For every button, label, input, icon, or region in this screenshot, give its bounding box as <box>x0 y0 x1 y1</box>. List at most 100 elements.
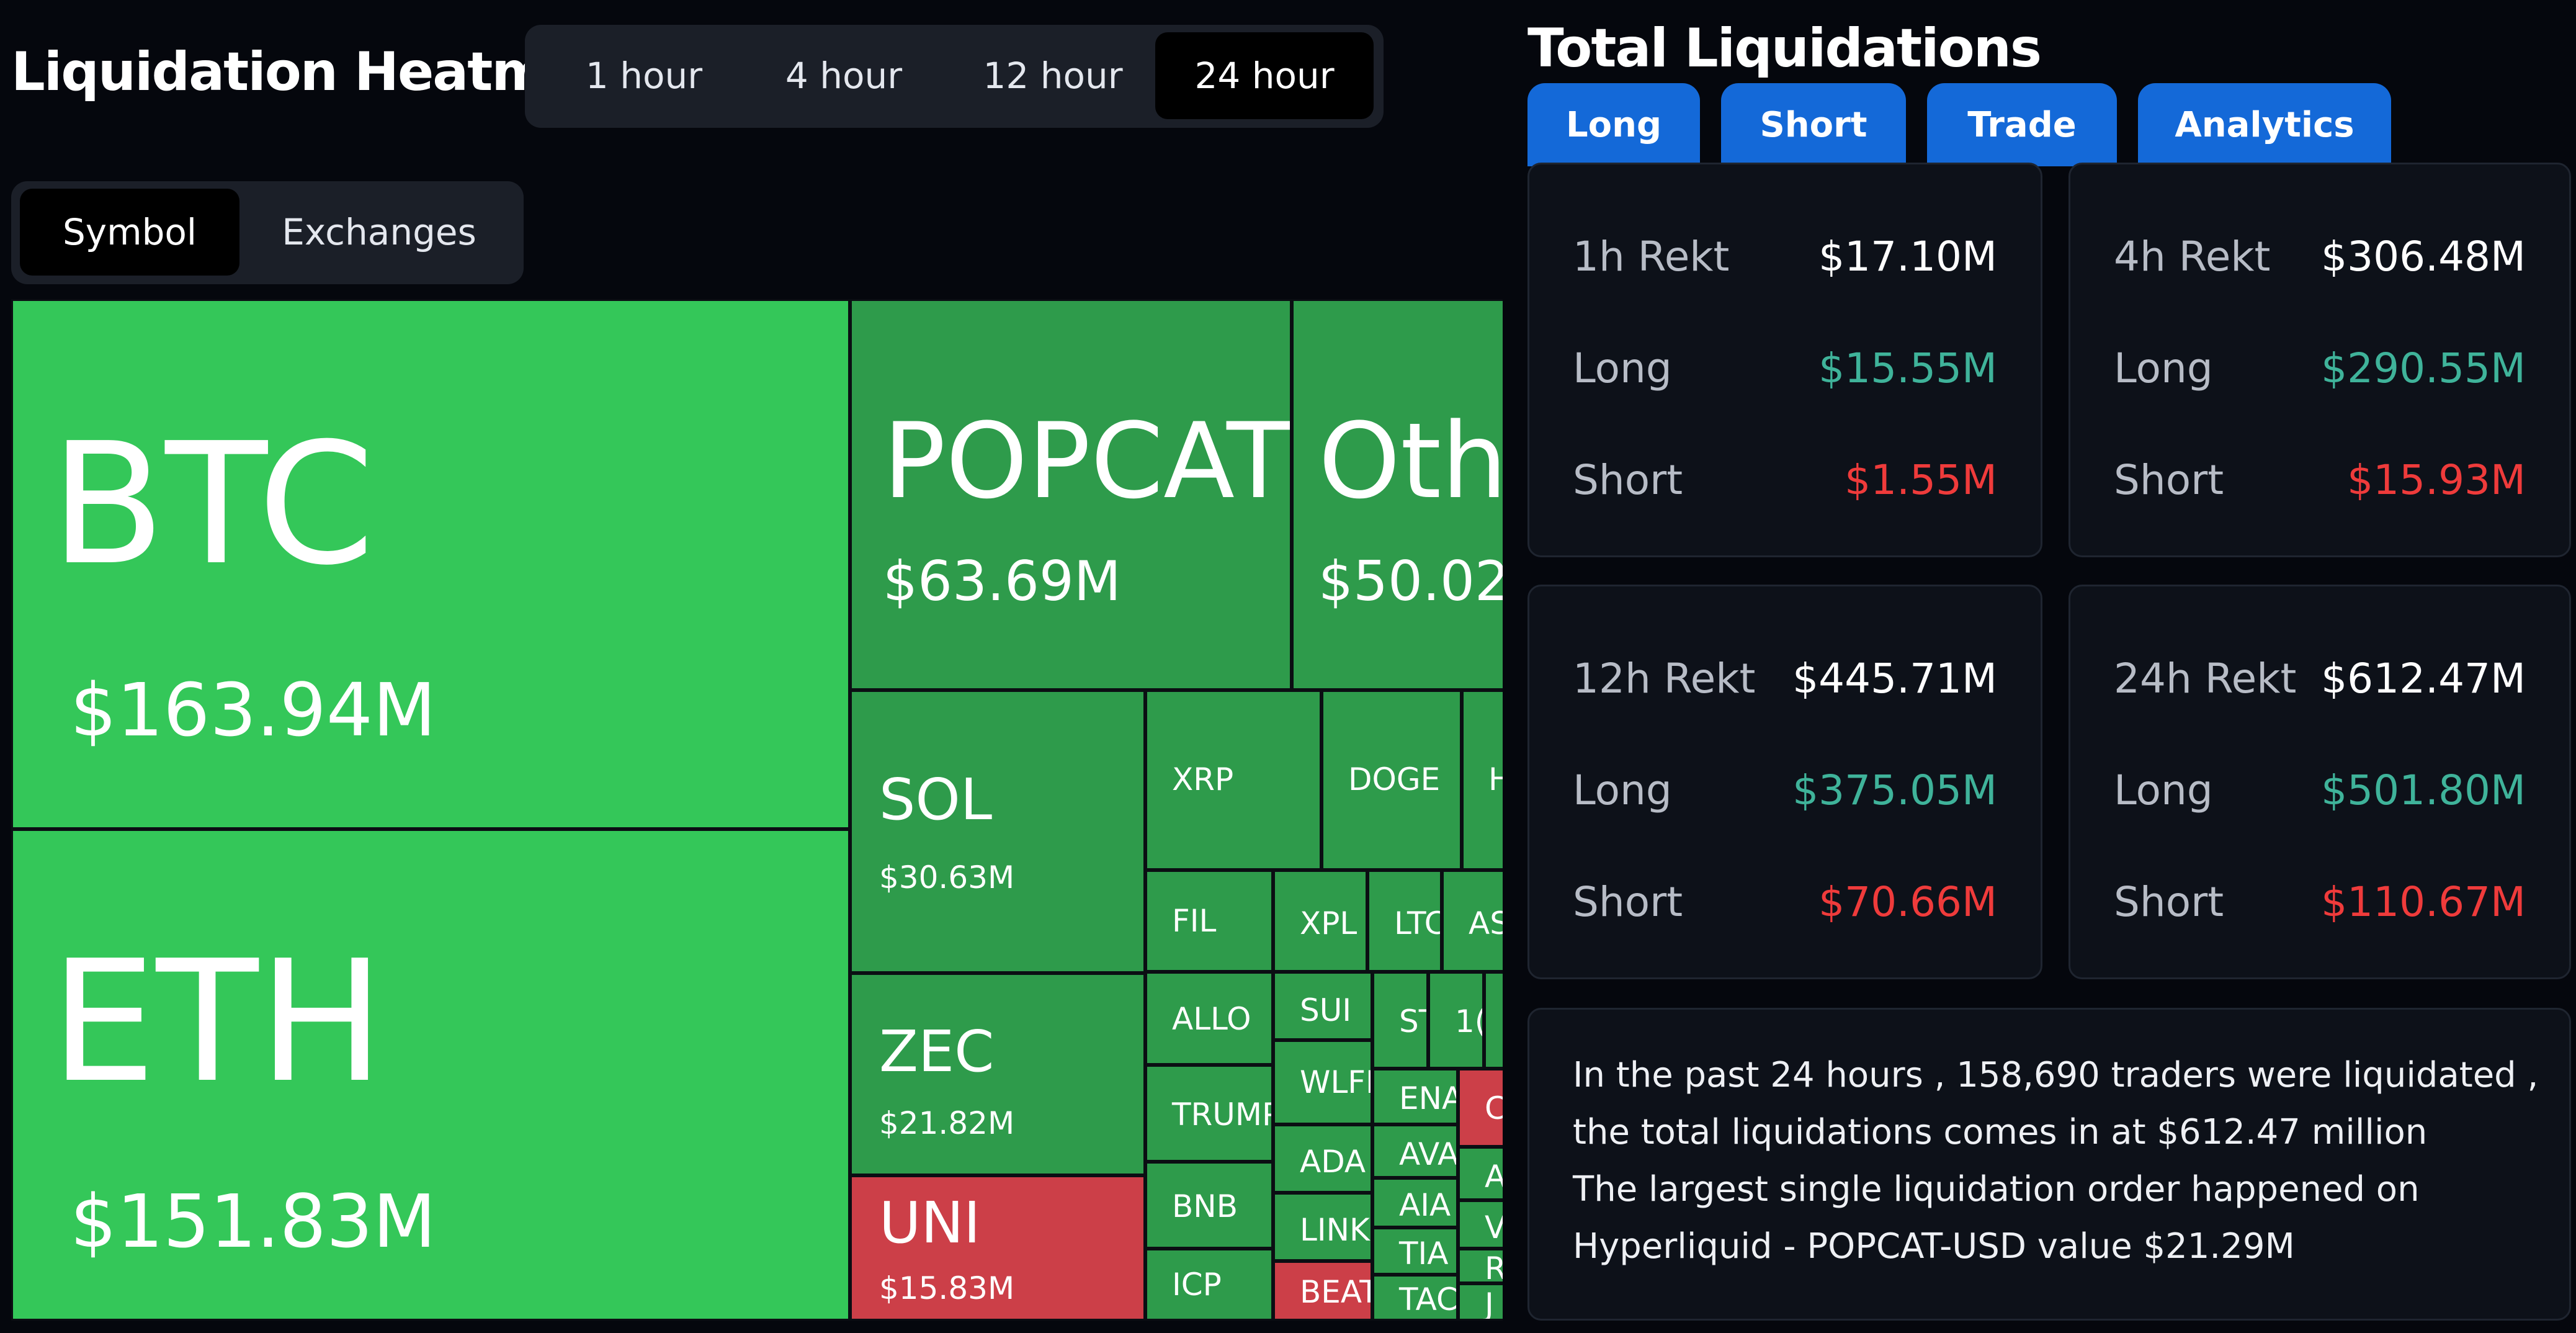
card-24h-rekt: 24h Rekt $612.47M Long $501.80M Short $1… <box>2068 585 2571 979</box>
tab-trade[interactable]: Trade <box>1927 83 2117 166</box>
tile-small-9[interactable] <box>1484 972 1503 1069</box>
tile-xrp-symbol: XRP <box>1172 761 1234 797</box>
tile-st[interactable]: ST <box>1372 972 1428 1069</box>
tile-sol-value: $30.63M <box>879 859 1015 895</box>
card-12h-label: 12h Rekt <box>1573 655 1756 702</box>
tile-as[interactable]: AS <box>1442 870 1503 972</box>
time-range-selector: 1 hour 4 hour 12 hour 24 hour <box>525 25 1384 128</box>
tile-1o[interactable]: 1( <box>1428 972 1484 1069</box>
tile-tac-symbol: TAC <box>1399 1281 1458 1317</box>
tile-icp[interactable]: ICP <box>1145 1249 1273 1321</box>
tile-trump[interactable]: TRUMP <box>1145 1065 1273 1162</box>
heatmap-title: Liquidation Heatmap <box>11 41 619 103</box>
tile-link[interactable]: LINK <box>1273 1193 1372 1261</box>
tile-eth-symbol: ETH <box>50 924 385 1120</box>
tile-sol[interactable]: SOL $30.63M <box>850 690 1145 973</box>
tile-ltc-symbol: LTC <box>1394 905 1442 941</box>
tile-xpl[interactable]: XPL <box>1273 870 1367 972</box>
tile-ena[interactable]: ENA <box>1372 1069 1458 1124</box>
tile-tia[interactable]: TIA <box>1372 1228 1458 1275</box>
card-24h-short-value: $110.67M <box>2321 878 2526 926</box>
tile-uni[interactable]: UNI $15.83M <box>850 1175 1145 1321</box>
tile-1o-symbol: 1( <box>1455 1003 1484 1039</box>
tile-aia[interactable]: AIA <box>1372 1178 1458 1228</box>
tile-wlfi[interactable]: WLFI <box>1273 1040 1372 1124</box>
liquidations-title: Total Liquidations <box>1527 17 2042 79</box>
card-1h-short-value: $1.55M <box>1845 456 1997 504</box>
time-tab-12-hour[interactable]: 12 hour <box>983 55 1123 97</box>
tile-popcat[interactable]: POPCAT $63.69M <box>850 299 1292 690</box>
tile-ltc[interactable]: LTC <box>1367 870 1442 972</box>
view-tab-symbol[interactable]: Symbol <box>20 189 239 276</box>
card-4h-short-value: $15.93M <box>2347 456 2526 504</box>
tile-btc[interactable]: BTC $163.94M <box>11 299 850 829</box>
tile-eth[interactable]: ETH $151.83M <box>11 829 850 1321</box>
tile-j[interactable]: J <box>1458 1283 1503 1321</box>
card-24h-label: 24h Rekt <box>2114 655 2297 702</box>
card-1h-total: $17.10M <box>1818 233 1997 281</box>
tile-xrp[interactable]: XRP <box>1145 690 1322 870</box>
card-4h-label: 4h Rekt <box>2114 233 2271 281</box>
tile-c[interactable]: C <box>1458 1069 1503 1147</box>
tab-long[interactable]: Long <box>1527 83 1700 166</box>
view-selector: Symbol Exchanges <box>11 181 524 284</box>
tile-allo[interactable]: ALLO <box>1145 972 1273 1065</box>
tile-c-symbol: C <box>1485 1090 1503 1126</box>
tile-others[interactable]: Othe $50.02M <box>1292 299 1503 690</box>
card-12h-short-label: Short <box>1573 878 1683 926</box>
tile-ava[interactable]: AVA <box>1372 1124 1458 1178</box>
time-tab-4-hour[interactable]: 4 hour <box>785 55 903 97</box>
tile-trump-symbol: TRUMP <box>1172 1097 1273 1133</box>
tile-a[interactable]: A <box>1458 1147 1503 1200</box>
tile-v-symbol: V <box>1485 1210 1503 1245</box>
tile-ada[interactable]: ADA <box>1273 1124 1372 1193</box>
tab-analytics[interactable]: Analytics <box>2138 83 2391 166</box>
tile-r[interactable]: R <box>1458 1249 1503 1283</box>
tile-zec[interactable]: ZEC $21.82M <box>850 973 1145 1175</box>
card-4h-rekt: 4h Rekt $306.48M Long $290.55M Short $15… <box>2068 163 2571 557</box>
tile-ada-symbol: ADA <box>1300 1144 1366 1180</box>
tile-sui[interactable]: SUI <box>1273 972 1372 1040</box>
card-12h-rekt: 12h Rekt $445.71M Long $375.05M Short $7… <box>1527 585 2042 979</box>
summary-line-1: In the past 24 hours , 158,690 traders w… <box>1573 1055 2539 1095</box>
tab-short[interactable]: Short <box>1721 83 1906 166</box>
tile-doge[interactable]: DOGE <box>1322 690 1462 870</box>
tile-tia-symbol: TIA <box>1399 1236 1449 1272</box>
time-tab-24-hour[interactable]: 24 hour <box>1155 32 1374 119</box>
card-12h-total: $445.71M <box>1792 655 1997 702</box>
tile-v[interactable]: V <box>1458 1200 1503 1249</box>
tile-fil[interactable]: FIL <box>1145 870 1273 972</box>
tile-bnb-symbol: BNB <box>1172 1188 1238 1224</box>
tile-ena-symbol: ENA <box>1399 1080 1458 1116</box>
liquidation-summary: In the past 24 hours , 158,690 traders w… <box>1527 1008 2571 1321</box>
card-12h-short-value: $70.66M <box>1818 878 1997 926</box>
tile-tac[interactable]: TAC <box>1372 1275 1458 1321</box>
summary-line-4: Hyperliquid - POPCAT-USD value $21.29M <box>1573 1226 2295 1267</box>
summary-line-3: The largest single liquidation order hap… <box>1573 1169 2420 1210</box>
tile-zec-symbol: ZEC <box>879 1018 995 1085</box>
tile-sol-symbol: SOL <box>879 766 993 833</box>
time-tab-1-hour[interactable]: 1 hour <box>585 55 703 97</box>
tile-bnb[interactable]: BNB <box>1145 1162 1273 1249</box>
tile-wlfi-symbol: WLFI <box>1300 1064 1372 1100</box>
tile-as-symbol: AS <box>1469 905 1503 941</box>
card-24h-long-value: $501.80M <box>2321 766 2526 814</box>
tile-xpl-symbol: XPL <box>1300 905 1357 941</box>
tile-h[interactable]: H <box>1462 690 1503 870</box>
tile-beat[interactable]: BEAT <box>1273 1261 1372 1321</box>
tile-doge-symbol: DOGE <box>1348 761 1441 797</box>
summary-line-2: the total liquidations comes in at $612.… <box>1573 1112 2428 1152</box>
tile-eth-value: $151.83M <box>70 1178 436 1264</box>
card-4h-long-value: $290.55M <box>2321 344 2526 392</box>
tile-zec-value: $21.82M <box>879 1105 1015 1141</box>
card-24h-long-label: Long <box>2114 766 2213 814</box>
view-tab-exchanges[interactable]: Exchanges <box>282 211 476 253</box>
tile-st-symbol: ST <box>1399 1003 1426 1039</box>
card-4h-short-label: Short <box>2114 456 2224 504</box>
tile-a-symbol: A <box>1485 1159 1503 1195</box>
tile-btc-value: $163.94M <box>70 667 436 753</box>
tile-uni-value: $15.83M <box>879 1270 1015 1306</box>
tile-others-value: $50.02M <box>1318 549 1503 613</box>
card-12h-long-label: Long <box>1573 766 1672 814</box>
tile-fil-symbol: FIL <box>1172 903 1217 939</box>
